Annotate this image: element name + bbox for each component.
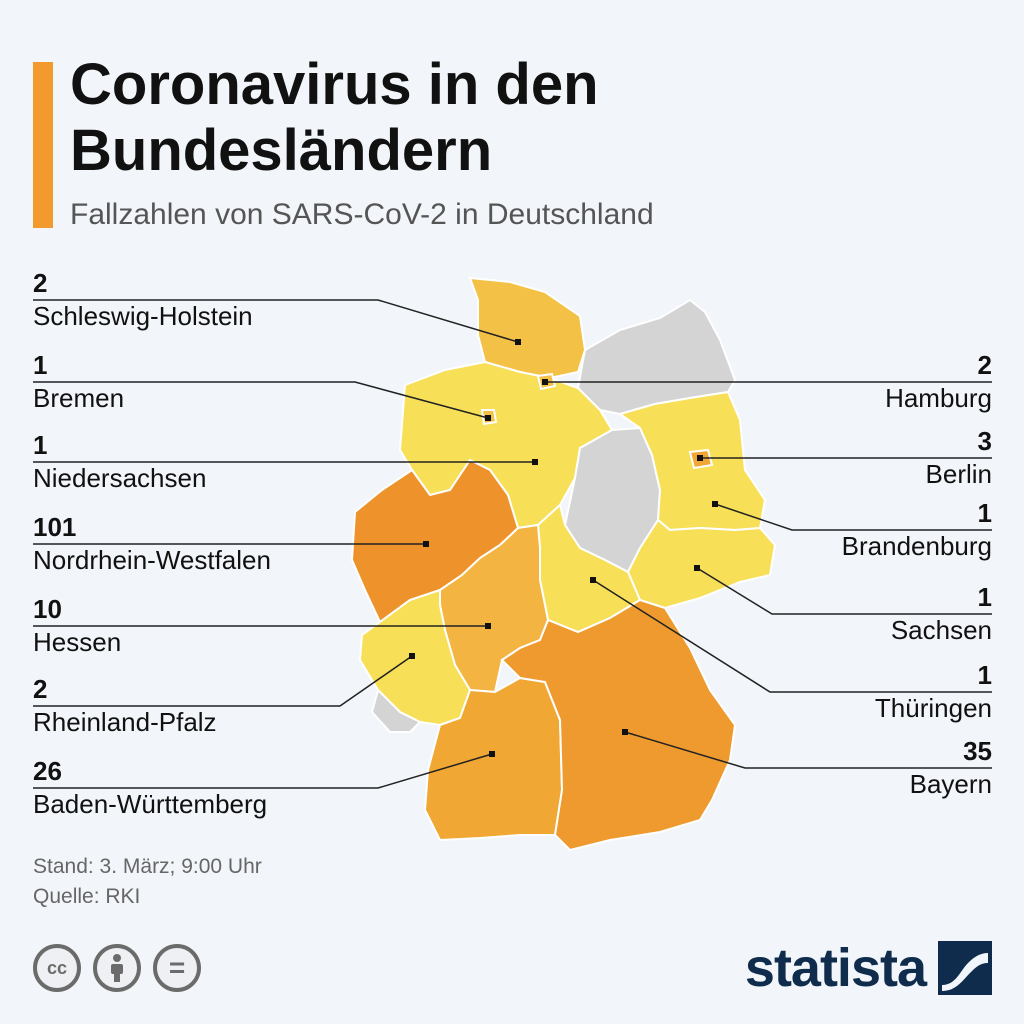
dot-brandenburg <box>712 501 718 507</box>
leader-schleswig-holstein <box>33 299 519 343</box>
dot-hamburg <box>542 379 548 385</box>
page-title: Coronavirus in den Bundesländern <box>70 52 599 183</box>
label-nrw: 101 Nordrhein-Westfalen <box>33 512 271 575</box>
accent-bar <box>33 62 53 228</box>
leader-sachsen <box>696 567 992 615</box>
dot-bw <box>489 751 495 757</box>
dot-nrw <box>423 541 429 547</box>
page-subtitle: Fallzahlen von SARS-CoV-2 in Deutschland <box>70 198 654 231</box>
label-brandenburg: 1 Brandenburg <box>841 498 992 561</box>
license-icons: cc = <box>33 944 201 992</box>
label-berlin: 3 Berlin <box>925 426 992 489</box>
state-saarland <box>370 688 422 733</box>
leader-brandenburg <box>714 503 992 531</box>
label-hessen: 10 Hessen <box>33 594 122 657</box>
label-bremen: 1 Bremen <box>33 350 125 413</box>
state-mecklenburg-vorpommern <box>576 298 737 416</box>
leader-dots <box>409 339 718 757</box>
attribution-icon[interactable] <box>93 944 141 992</box>
quelle-text: Quelle: RKI <box>33 885 141 908</box>
label-sachsen: 1 Sachsen <box>890 582 992 645</box>
label-thueringen: 1 Thüringen <box>874 660 992 723</box>
leader-thueringen <box>592 579 992 693</box>
state-schleswig-holstein <box>468 276 587 380</box>
leader-bremen <box>33 381 489 419</box>
source-note: Stand: 3. März; 9:00 Uhr Quelle: RKI <box>33 852 262 912</box>
statista-brand[interactable]: statista <box>745 940 992 996</box>
leader-bw <box>33 753 493 789</box>
no-derivatives-icon[interactable]: = <box>153 944 201 992</box>
dot-thueringen <box>590 577 596 583</box>
state-sachsen <box>626 518 777 610</box>
dot-bremen <box>485 415 491 421</box>
brand-name: statista <box>744 938 927 998</box>
label-hamburg: 2 Hamburg <box>885 350 992 413</box>
dot-bayern <box>622 729 628 735</box>
label-rlp: 2 Rheinland-Pfalz <box>33 674 217 737</box>
dot-hessen <box>485 623 491 629</box>
label-bw: 26 Baden-Württemberg <box>33 756 268 819</box>
statista-logo-icon <box>938 941 992 995</box>
dot-schleswig-holstein <box>515 339 521 345</box>
cc-icon[interactable]: cc <box>33 944 81 992</box>
state-bayern <box>500 598 737 852</box>
leader-rlp <box>33 655 413 707</box>
dot-berlin <box>697 455 703 461</box>
dot-rlp <box>409 653 415 659</box>
dot-niedersachsen <box>532 459 538 465</box>
leader-bayern <box>624 731 992 769</box>
dot-sachsen <box>694 565 700 571</box>
leader-lines <box>33 299 992 789</box>
stand-text: Stand: 3. März; 9:00 Uhr <box>33 855 262 878</box>
label-niedersachsen: 1 Niedersachsen <box>33 430 207 493</box>
label-schleswig-holstein: 2 Schleswig-Holstein <box>33 268 253 331</box>
label-bayern: 35 Bayern <box>909 736 992 799</box>
